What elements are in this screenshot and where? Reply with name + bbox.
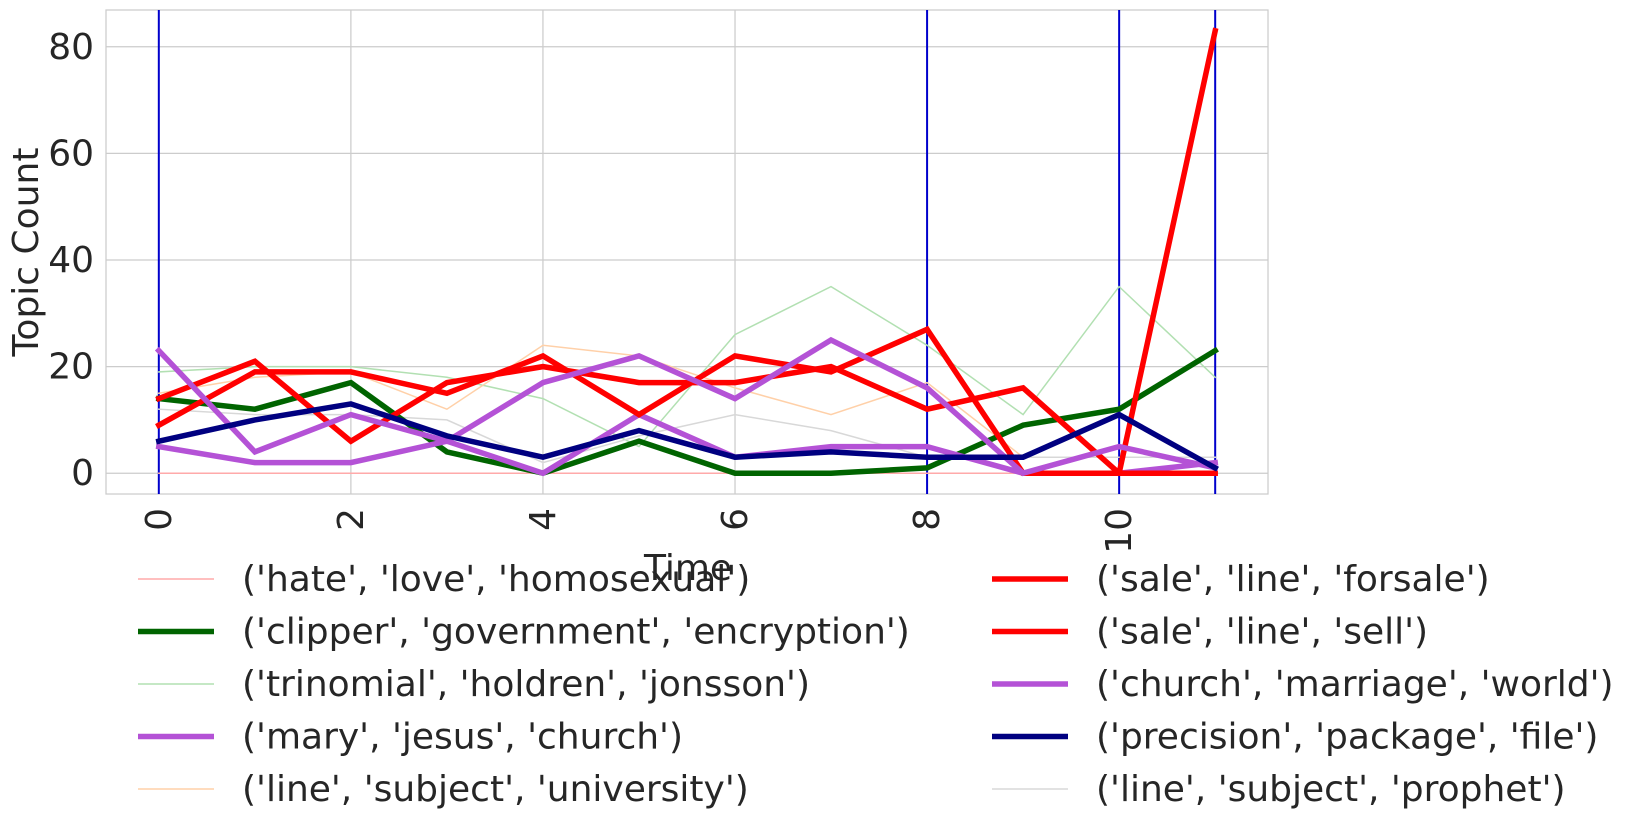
tick-label-layer: 0 2 4 6 8 10 0 20 40 60 80 (48, 27, 1140, 554)
series-layer (154, 27, 1219, 477)
y-tick-label: 20 (48, 347, 94, 388)
legend-entry-label: ('precision', 'package', 'file') (1096, 717, 1598, 758)
series-line (155, 401, 1219, 472)
y-tick-label: 0 (71, 453, 94, 494)
y-tick-label: 80 (48, 27, 94, 68)
legend-entry-label: ('clipper', 'government', 'encryption') (242, 612, 910, 653)
x-tick-label: 4 (523, 508, 564, 531)
series-line (155, 346, 1219, 477)
legend-entry-label: ('sale', 'line', 'forsale') (1096, 559, 1490, 600)
legend-entry-label: ('trinomial', 'holdren', 'jonsson') (242, 664, 810, 705)
series-line (154, 336, 1219, 477)
x-tick-label: 0 (139, 508, 180, 531)
plot-area (105, 9, 1269, 495)
series-line (158, 285, 1217, 448)
legend-entry-label: ('mary', 'jesus', 'church') (242, 717, 683, 758)
legend: ('hate', 'love', 'homosexual') ('clipper'… (138, 559, 1614, 810)
y-tick-label: 60 (48, 133, 94, 174)
legend-entry-label: ('sale', 'line', 'sell') (1096, 612, 1428, 653)
legend-entry-label: ('line', 'subject', 'prophet') (1096, 769, 1566, 810)
legend-entry-label: ('line', 'subject', 'university') (242, 769, 749, 810)
series-line (158, 408, 1216, 464)
x-tick-label: 2 (331, 508, 372, 531)
x-axis-label: Time (643, 548, 732, 589)
x-tick-label: 10 (1099, 508, 1140, 554)
y-tick-label: 40 (48, 240, 94, 281)
legend-entry-label: ('hate', 'love', 'homosexual') (242, 559, 750, 600)
series-line (155, 27, 1219, 476)
x-tick-label: 8 (907, 508, 948, 531)
legend-entry-label: ('church', 'marriage', 'world') (1096, 664, 1614, 705)
y-axis-label: Topic Count (6, 148, 47, 358)
x-tick-label: 6 (715, 508, 756, 531)
